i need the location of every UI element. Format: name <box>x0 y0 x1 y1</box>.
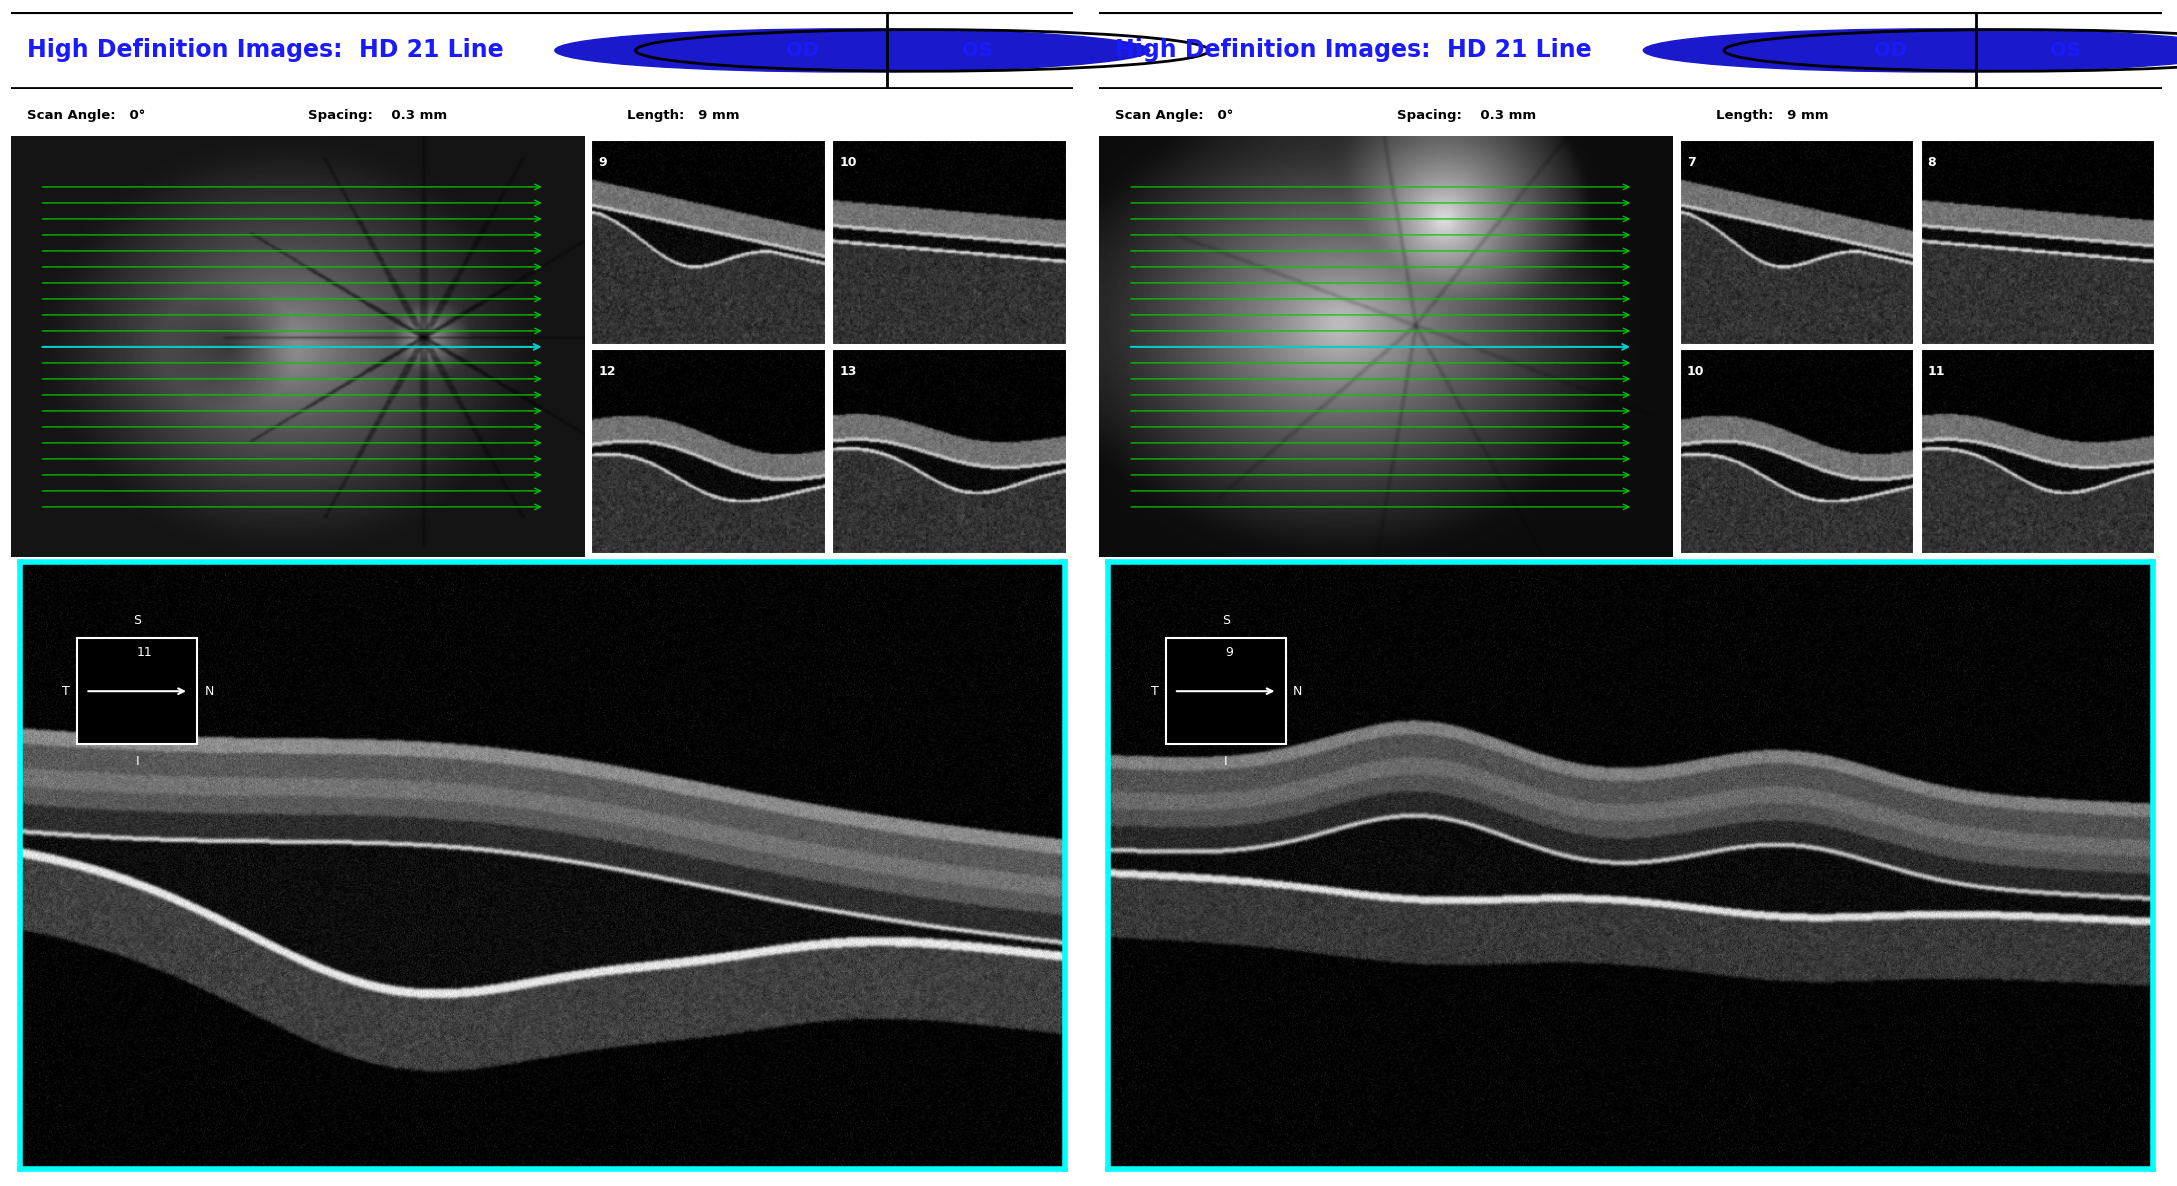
Text: 11: 11 <box>1927 365 1946 378</box>
Text: N: N <box>205 684 213 697</box>
Text: 10: 10 <box>838 157 858 170</box>
Circle shape <box>1644 28 2177 72</box>
Text: 7: 7 <box>1687 157 1696 170</box>
Text: N: N <box>1293 684 1302 697</box>
Text: Length:   9 mm: Length: 9 mm <box>627 109 740 121</box>
Bar <box>1165 638 1287 745</box>
Text: T: T <box>1149 684 1158 697</box>
Text: Scan Angle:   0°: Scan Angle: 0° <box>1115 109 1234 121</box>
Text: OD: OD <box>1874 40 1907 60</box>
Circle shape <box>555 28 1149 72</box>
Text: Length:   9 mm: Length: 9 mm <box>1715 109 1829 121</box>
Text: S: S <box>1221 614 1230 627</box>
Text: 11: 11 <box>137 645 152 658</box>
Text: 12: 12 <box>599 365 616 378</box>
Text: 8: 8 <box>1927 157 1935 170</box>
Bar <box>76 638 198 745</box>
Text: 13: 13 <box>838 365 856 378</box>
Text: I: I <box>1223 755 1228 769</box>
Text: Spacing:    0.3 mm: Spacing: 0.3 mm <box>309 109 448 121</box>
Text: OD: OD <box>786 40 819 60</box>
Text: 9: 9 <box>599 157 607 170</box>
Text: 9: 9 <box>1226 645 1234 658</box>
Text: 10: 10 <box>1687 365 1705 378</box>
Text: Scan Angle:   0°: Scan Angle: 0° <box>26 109 146 121</box>
Text: Spacing:    0.3 mm: Spacing: 0.3 mm <box>1398 109 1537 121</box>
Text: S: S <box>133 614 142 627</box>
Text: OS: OS <box>2051 40 2081 60</box>
Text: High Definition Images:  HD 21 Line: High Definition Images: HD 21 Line <box>1115 38 1591 63</box>
Text: T: T <box>61 684 70 697</box>
Text: I: I <box>135 755 139 769</box>
Text: High Definition Images:  HD 21 Line: High Definition Images: HD 21 Line <box>26 38 503 63</box>
Text: OS: OS <box>962 40 993 60</box>
